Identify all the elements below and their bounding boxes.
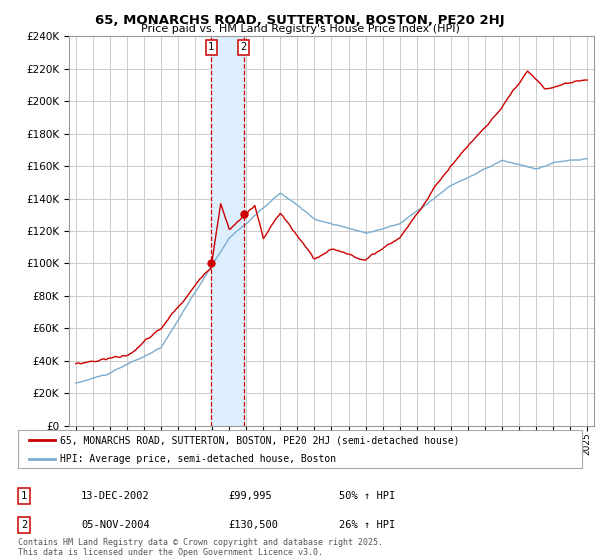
Text: 1: 1 bbox=[21, 491, 27, 501]
Text: 26% ↑ HPI: 26% ↑ HPI bbox=[339, 520, 395, 530]
Text: £99,995: £99,995 bbox=[228, 491, 272, 501]
Text: Price paid vs. HM Land Registry's House Price Index (HPI): Price paid vs. HM Land Registry's House … bbox=[140, 24, 460, 34]
Bar bbox=[211, 36, 244, 426]
Text: 65, MONARCHS ROAD, SUTTERTON, BOSTON, PE20 2HJ (semi-detached house): 65, MONARCHS ROAD, SUTTERTON, BOSTON, PE… bbox=[60, 435, 460, 445]
Text: 05-NOV-2004: 05-NOV-2004 bbox=[81, 520, 150, 530]
Text: Contains HM Land Registry data © Crown copyright and database right 2025.
This d: Contains HM Land Registry data © Crown c… bbox=[18, 538, 383, 557]
Text: 1: 1 bbox=[208, 42, 214, 52]
Text: HPI: Average price, semi-detached house, Boston: HPI: Average price, semi-detached house,… bbox=[60, 454, 337, 464]
Text: 65, MONARCHS ROAD, SUTTERTON, BOSTON, PE20 2HJ: 65, MONARCHS ROAD, SUTTERTON, BOSTON, PE… bbox=[95, 14, 505, 27]
Text: 50% ↑ HPI: 50% ↑ HPI bbox=[339, 491, 395, 501]
Text: 13-DEC-2002: 13-DEC-2002 bbox=[81, 491, 150, 501]
Text: 2: 2 bbox=[21, 520, 27, 530]
Text: £130,500: £130,500 bbox=[228, 520, 278, 530]
Text: 2: 2 bbox=[241, 42, 247, 52]
